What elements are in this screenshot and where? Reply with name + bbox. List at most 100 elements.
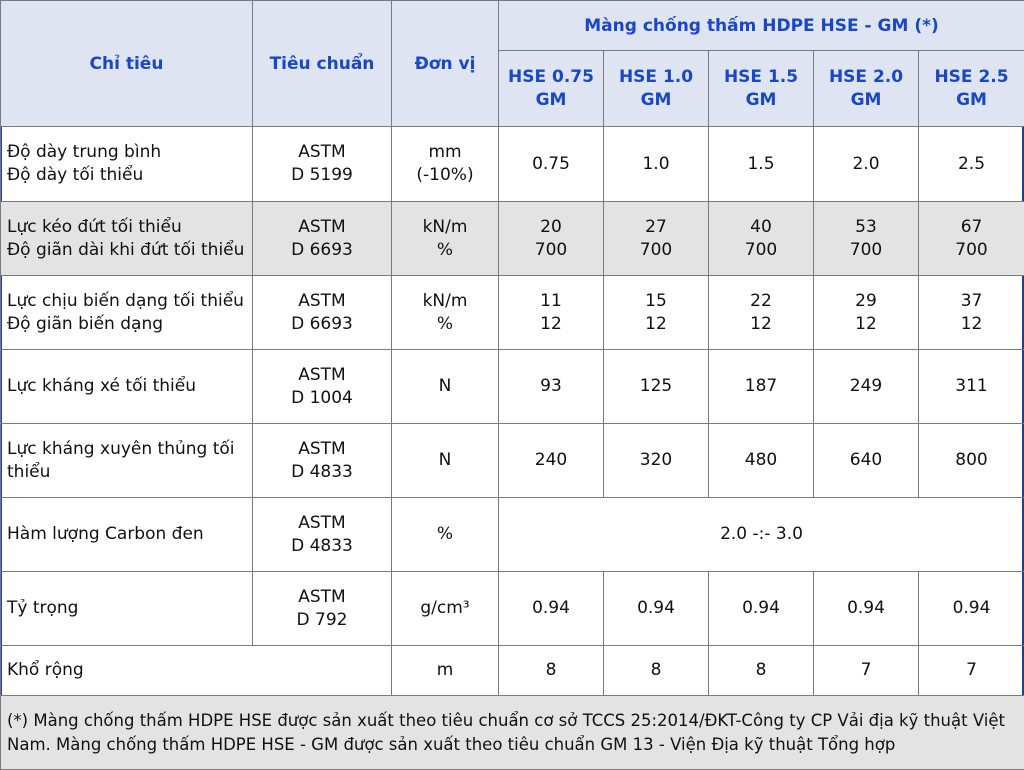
cell-line: 12 — [499, 313, 603, 336]
cell-line: ASTM — [253, 364, 391, 387]
cell-line: 700 — [919, 239, 1024, 262]
cell-line: 249 — [814, 375, 918, 398]
cell-line: ASTM — [253, 586, 391, 609]
header-product-line: GM — [499, 89, 603, 112]
cell-line: Độ giãn dài khi đứt tối thiểu — [7, 239, 252, 262]
value-cell: 249 — [814, 350, 919, 424]
criteria-cell: Lực kháng xé tối thiểu — [1, 350, 253, 424]
cell-line: D 792 — [253, 609, 391, 632]
cell-line: 1.0 — [604, 153, 708, 176]
cell-line: 0.94 — [814, 597, 918, 620]
cell-line: 7 — [919, 659, 1024, 682]
cell-line: 640 — [814, 449, 918, 472]
cell-line: 700 — [709, 239, 813, 262]
header-product-line: HSE 1.0 — [604, 66, 708, 89]
cell-line: 22 — [709, 290, 813, 313]
value-cell: 7 — [919, 646, 1024, 696]
unit-cell: N — [392, 424, 499, 498]
criteria-cell: Khổ rộng — [1, 646, 392, 696]
value-cell: 0.94 — [814, 572, 919, 646]
cell-line: 37 — [919, 290, 1024, 313]
cell-line: 40 — [709, 216, 813, 239]
cell-line: 311 — [919, 375, 1024, 398]
header-product-line: HSE 2.0 — [814, 66, 918, 89]
header-criteria: Chỉ tiêu — [1, 1, 253, 127]
cell-line: 8 — [499, 659, 603, 682]
cell-line: 12 — [814, 313, 918, 336]
value-cell: 0.94 — [499, 572, 604, 646]
value-cell: 8 — [604, 646, 709, 696]
cell-line: 187 — [709, 375, 813, 398]
cell-line: thiểu — [7, 461, 252, 484]
unit-cell: N — [392, 350, 499, 424]
header-product-line: HSE 0.75 — [499, 66, 603, 89]
header-product-line: HSE 2.5 — [919, 66, 1024, 89]
value-cell: 2.0 — [814, 127, 919, 202]
cell-line: 125 — [604, 375, 708, 398]
value-cell: 8 — [709, 646, 814, 696]
header-row-1: Chỉ tiêu Tiêu chuẩn Đơn vị Màng chống th… — [1, 1, 1024, 51]
footnote: (*) Màng chống thấm HDPE HSE được sản xu… — [1, 696, 1024, 770]
cell-line: ASTM — [253, 141, 391, 164]
cell-line: ASTM — [253, 216, 391, 239]
value-cell: 7 — [814, 646, 919, 696]
value-cell: 0.94 — [604, 572, 709, 646]
criteria-cell: Hàm lượng Carbon đen — [1, 498, 253, 572]
cell-line: 8 — [604, 659, 708, 682]
cell-line: 29 — [814, 290, 918, 313]
cell-line: D 4833 — [253, 461, 391, 484]
value-cell: 0.94 — [709, 572, 814, 646]
cell-line: 12 — [919, 313, 1024, 336]
value-cell: 187 — [709, 350, 814, 424]
cell-line: 0.94 — [499, 597, 603, 620]
unit-cell: g/cm³ — [392, 572, 499, 646]
cell-line: Lực kháng xé tối thiểu — [7, 375, 252, 398]
cell-line: 240 — [499, 449, 603, 472]
criteria-cell: Tỷ trọng — [1, 572, 253, 646]
cell-line: (-10%) — [392, 164, 498, 187]
merged-value-cell: 2.0 -:- 3.0 — [499, 498, 1024, 572]
value-cell: 125 — [604, 350, 709, 424]
cell-line: N — [392, 375, 498, 398]
cell-line: D 6693 — [253, 313, 391, 336]
cell-line: 2.0 — [814, 153, 918, 176]
cell-line: Hàm lượng Carbon đen — [7, 523, 252, 546]
cell-line: 67 — [919, 216, 1024, 239]
value-cell: 320 — [604, 424, 709, 498]
cell-line: 2.5 — [919, 153, 1024, 176]
value-cell: 8 — [499, 646, 604, 696]
value-cell: 0.75 — [499, 127, 604, 202]
cell-line: 0.94 — [709, 597, 813, 620]
cell-line: 320 — [604, 449, 708, 472]
header-product-line: GM — [709, 89, 813, 112]
cell-line: 27 — [604, 216, 708, 239]
cell-line: % — [392, 239, 498, 262]
cell-line: % — [392, 313, 498, 336]
header-product-line: HSE 1.5 — [709, 66, 813, 89]
cell-line: ASTM — [253, 512, 391, 535]
value-cell: 800 — [919, 424, 1024, 498]
cell-line: 12 — [709, 313, 813, 336]
cell-line: D 6693 — [253, 239, 391, 262]
